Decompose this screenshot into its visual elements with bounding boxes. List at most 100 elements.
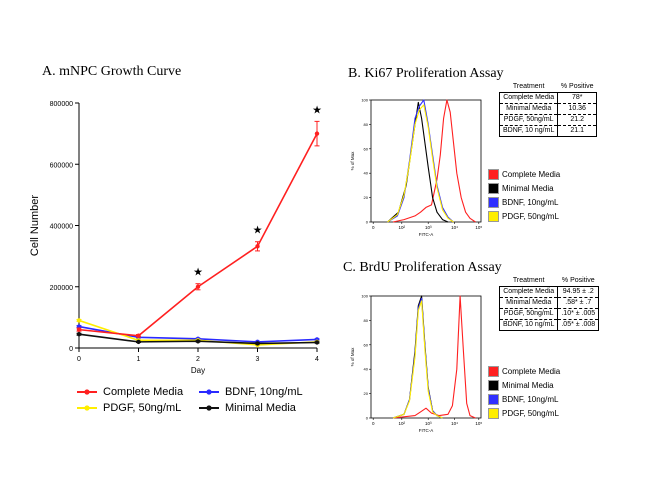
legend-item: Complete Media [76,386,198,398]
table-row: Minimal Media 10.36 [499,103,597,115]
brdu-header-treatment: Treatment [499,276,558,287]
y-tick-label: 40 [364,171,369,176]
legend-swatch [488,211,499,222]
legend-swatch [488,169,499,180]
legend-item: Minimal Media [488,183,560,194]
y-tick-label: 800000 [50,101,73,108]
x-tick-label: 4 [315,356,319,363]
legend-item: PDGF, 50ng/mL [488,408,560,419]
y-tick-label: 200000 [50,285,73,292]
panel-b-title: B. Ki67 Proliferation Assay [348,66,504,81]
legend-label: PDGF, 50ng/mL [502,212,559,221]
x-tick-label: 0 [372,225,375,230]
value-cell: .58* ± .7 [557,297,599,309]
legend-item: BDNF, 10ng/mL [198,386,316,398]
brdu-table-wrap: Treatment % Positive Complete Media 94.95… [499,276,600,331]
table-row: BDNF, 10 ng/mL 21.1 [499,125,597,137]
x-axis-label: FITC-A [419,232,434,237]
data-point [314,340,320,345]
legend-swatch [488,366,499,377]
y-tick-label: 40 [364,367,369,372]
legend-row: Complete Media BDNF, 10ng/mL [76,386,316,398]
x-tick-label: 10³ [425,421,432,426]
ki67-histogram: 0 20 40 60 80 100 0 10² 10³ 10⁴ 10⁵ FITC-A % of Max [350,98,482,238]
legend-swatch [488,394,499,405]
brdu-legend: Complete Media Minimal Media BDNF, 10ng/mL… [488,366,560,422]
treatment-cell: Minimal Media [499,297,559,309]
legend-label: Minimal Media [502,381,554,390]
legend-label: Complete Media [502,170,561,179]
legend-swatch [488,380,499,391]
legend-label: BDNF, 10ng/mL [502,395,559,404]
legend-dot [84,389,90,395]
table-row: BDNF, 10 ng/mL .05* ± .008 [499,319,599,331]
treatment-cell: Complete Media [499,286,559,298]
x-tick-label: 2 [196,356,200,363]
y-tick-label: 60 [364,146,369,151]
legend-dot [84,405,90,411]
y-tick-label: 20 [364,391,369,396]
legend-label: Minimal Media [224,402,296,414]
legend-marker [77,405,97,411]
panel-a-title: A. mNPC Growth Curve [42,64,182,79]
table-row: Complete Media 94.95 ± .2 [499,286,599,298]
x-tick-label: 10⁵ [475,421,482,426]
table-row: Minimal Media .58* ± .7 [499,297,599,309]
x-tick-label: 1 [137,356,141,363]
y-tick-label: 0 [366,220,369,225]
y-axis-label: % of Max [350,151,355,171]
data-point [76,318,82,323]
y-tick-label: 0 [69,346,73,353]
x-axis-label: Day [191,366,205,375]
data-point [136,333,141,338]
legend-dot [206,389,212,395]
x-tick-label: 10² [399,421,406,426]
y-tick-label: 100 [361,294,368,299]
y-tick-label: 400000 [50,224,73,231]
histogram-complete-media [392,295,476,419]
y-axis-label: Cell Number [29,195,41,256]
y-tick-label: 80 [364,122,369,127]
series-complete-media [76,120,320,338]
x-tick-label: 10⁵ [475,225,482,230]
legend-label: Complete Media [103,386,184,398]
x-tick-label: 0 [372,421,375,426]
data-point [314,131,320,136]
legend-marker [77,389,97,395]
y-axis-label: % of Max [350,347,355,367]
legend-item: Complete Media [488,169,560,180]
data-point [76,332,82,337]
legend-dot [206,405,212,411]
y-tick-label: 80 [364,318,369,323]
legend-item: BDNF, 10ng/mL [488,197,560,208]
ki67-header-treatment: Treatment [499,82,558,93]
value-cell: .05* ± .008 [561,321,596,328]
treatment-cell: BDNF, 10 ng/mL [499,319,559,331]
table-row: PDGF, 50ng/mL 21.2 [499,114,597,126]
data-point [255,341,260,346]
legend-swatch [488,408,499,419]
treatment-cell: BDNF, 10 ng/mL [499,125,559,137]
value-cell: 10.36 [557,103,597,115]
legend-label: PDGF, 50ng/mL [502,409,559,418]
legend-label: BDNF, 10ng/mL [224,386,303,398]
x-tick-label: 0 [77,356,81,363]
histogram-pdgf-50ng-ml [387,104,454,223]
histogram-pdgf-50ng-ml [392,300,443,419]
data-point [195,284,201,289]
data-point [255,244,260,249]
legend-item: PDGF, 50ng/mL [76,402,198,414]
y-tick-label: 20 [364,195,369,200]
plot-frame [370,99,482,223]
legend-label: Minimal Media [502,184,554,193]
legend-item: PDGF, 50ng/mL [488,211,560,222]
legend-marker [198,389,219,395]
y-tick-label: 100 [361,98,368,103]
data-point [136,339,141,345]
series-line [78,133,318,337]
growth-legend: Complete Media BDNF, 10ng/mL PDGF, 50ng/mL… [76,386,316,418]
ki67-legend: Complete Media Minimal Media BDNF, 10ng/mL… [488,169,560,225]
data-point [195,339,201,344]
treatment-cell: Minimal Media [499,103,559,115]
